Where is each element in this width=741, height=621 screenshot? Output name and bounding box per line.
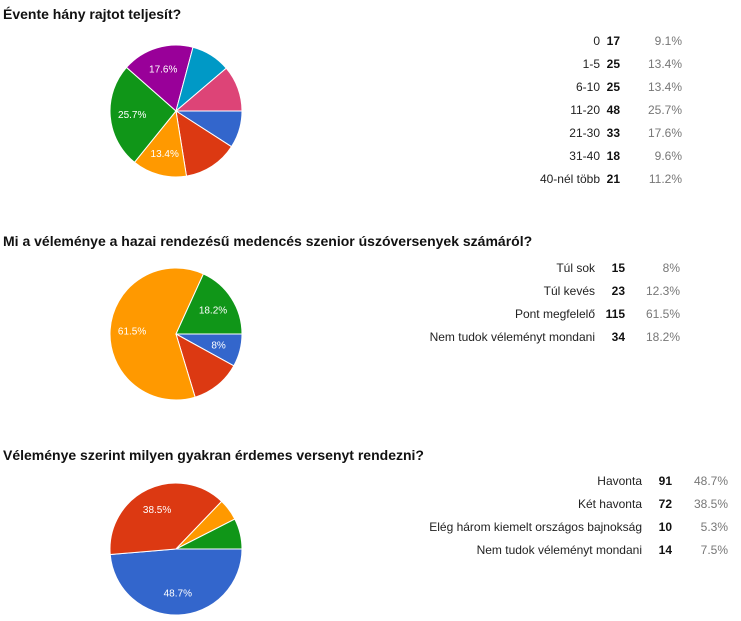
- legend-percent: 61.5%: [645, 306, 680, 321]
- question-2: Mi a véleménye a hazai rendezésű medencé…: [0, 233, 741, 413]
- pie-chart: 8% 61.5% 18.2%: [109, 267, 243, 401]
- pie-slice: [133, 109, 188, 178]
- legend-label: Nem tudok véleményt mondani: [429, 329, 595, 344]
- pie-slice: [109, 66, 177, 164]
- pie-slice: [125, 44, 194, 112]
- slice-label: 17.6%: [149, 64, 177, 75]
- legend-label: Túl kevés: [543, 283, 595, 298]
- legend-label: 11-20: [570, 102, 600, 117]
- legend-table: Túl sok 15 8% Túl kevés 23 12.3% Pont megfelel…: [405, 256, 680, 348]
- legend-count: 23: [611, 283, 625, 298]
- pie-slice: [109, 482, 223, 556]
- legend-row: 31-40 18 9.6%: [400, 144, 682, 167]
- legend-row: Két havonta 72 38.5%: [407, 492, 728, 515]
- legend-percent: 5.3%: [700, 519, 728, 534]
- legend-percent: 11.2%: [648, 171, 682, 186]
- legend-count: 21: [606, 171, 620, 186]
- legend-row: Túl kevés 23 12.3%: [405, 279, 680, 302]
- legend-row: 40-nél több 21 11.2%: [400, 167, 682, 190]
- legend-row: 1-5 25 13.4%: [400, 52, 682, 75]
- legend-label: 31-40: [569, 148, 600, 163]
- legend-percent: 12.3%: [645, 283, 680, 298]
- legend-row: Nem tudok véleményt mondani 34 18.2%: [405, 325, 680, 348]
- legend-table: Havonta 91 48.7% Két havonta 72 38.5% Elég hár…: [407, 469, 728, 561]
- legend-count: 25: [606, 79, 620, 94]
- legend-label: 0: [593, 33, 600, 48]
- legend-percent: 18.2%: [645, 329, 680, 344]
- legend-label: Két havonta: [577, 496, 642, 511]
- legend-row: 6-10 25 13.4%: [400, 75, 682, 98]
- legend-label: Havonta: [597, 473, 642, 488]
- slice-label: 13.4%: [151, 149, 179, 160]
- legend-count: 115: [605, 306, 625, 321]
- legend-body: Túl sok 15 8% Túl kevés 23 12.3% Pont megfelel…: [405, 256, 680, 348]
- legend-count: 25: [606, 56, 620, 71]
- legend-count: 14: [658, 542, 672, 557]
- legend-count: 17: [606, 33, 620, 48]
- legend-label: 6-10: [575, 79, 600, 94]
- legend-label: Nem tudok véleményt mondani: [476, 542, 642, 557]
- legend-row: Túl sok 15 8%: [405, 256, 680, 279]
- slice-label: 61.5%: [118, 327, 146, 338]
- legend-label: Elég három kiemelt országos bajnokság: [429, 519, 642, 534]
- pie-chart: 13.4% 25.7% 17.6%: [109, 44, 243, 178]
- legend-row: Nem tudok véleményt mondani 14 7.5%: [407, 538, 728, 561]
- legend-row: 0 17 9.1%: [400, 29, 682, 52]
- legend-count: 18: [606, 148, 620, 163]
- legend-count: 10: [658, 519, 672, 534]
- question-1: Évente hány rajtot teljesít? 13.4% 25.7% 1…: [0, 6, 741, 206]
- pie-chart: 48.7% 38.5%: [109, 482, 243, 616]
- legend-body: 0 17 9.1% 1-5 25 13.4% 6-10 25 13.4% 11-20 48 25.7%…: [400, 29, 682, 190]
- legend-count: 34: [611, 329, 625, 344]
- legend-count: 72: [658, 496, 672, 511]
- legend-table: 0 17 9.1% 1-5 25 13.4% 6-10 25 13.4% 11-20 48 25.7%…: [400, 29, 682, 190]
- slice-label: 18.2%: [199, 306, 227, 317]
- slice-label: 8%: [211, 341, 226, 352]
- legend-percent: 38.5%: [693, 496, 728, 511]
- question-title: Évente hány rajtot teljesít?: [3, 6, 182, 22]
- legend-label: Túl sok: [556, 260, 595, 275]
- pie-slice: [174, 67, 243, 112]
- legend-label: 1-5: [582, 56, 600, 71]
- legend-percent: 17.6%: [647, 125, 682, 140]
- legend-count: 91: [658, 473, 672, 488]
- legend-label: 21-30: [569, 125, 600, 140]
- slice-label: 25.7%: [118, 110, 146, 121]
- legend-percent: 7.5%: [700, 542, 728, 557]
- pie-slice: [175, 273, 243, 335]
- legend-count: 48: [606, 102, 620, 117]
- pie-slice: [109, 548, 243, 616]
- legend-label: Pont megfelelő: [514, 306, 595, 321]
- legend-row: 11-20 48 25.7%: [400, 98, 682, 121]
- legend-count: 15: [611, 260, 625, 275]
- legend-percent: 25.7%: [647, 102, 682, 117]
- legend-percent: 13.4%: [647, 56, 682, 71]
- legend-percent: 9.1%: [654, 33, 682, 48]
- pie-slice: [109, 267, 205, 401]
- legend-row: 21-30 33 17.6%: [400, 121, 682, 144]
- legend-count: 33: [606, 125, 620, 140]
- question-title: Mi a véleménye a hazai rendezésű medencé…: [3, 233, 533, 249]
- pie-slice: [175, 518, 243, 550]
- legend-label: 40-nél több: [539, 171, 600, 186]
- legend-percent: 13.4%: [647, 79, 682, 94]
- legend-row: Elég három kiemelt országos bajnokság 10 5…: [407, 515, 728, 538]
- slice-label: 38.5%: [143, 505, 171, 516]
- legend-percent: 8%: [662, 260, 680, 275]
- legend-row: Havonta 91 48.7%: [407, 469, 728, 492]
- legend-percent: 9.6%: [654, 148, 682, 163]
- legend-row: Pont megfelelő 115 61.5%: [405, 302, 680, 325]
- legend-percent: 48.7%: [693, 473, 728, 488]
- question-3: Véleménye szerint milyen gyakran érdemes…: [0, 447, 741, 621]
- legend-body: Havonta 91 48.7% Két havonta 72 38.5% Elég hár…: [407, 469, 728, 561]
- slice-label: 48.7%: [164, 589, 192, 600]
- pie-slice: [175, 109, 233, 177]
- question-title: Véleménye szerint milyen gyakran érdemes…: [3, 447, 424, 463]
